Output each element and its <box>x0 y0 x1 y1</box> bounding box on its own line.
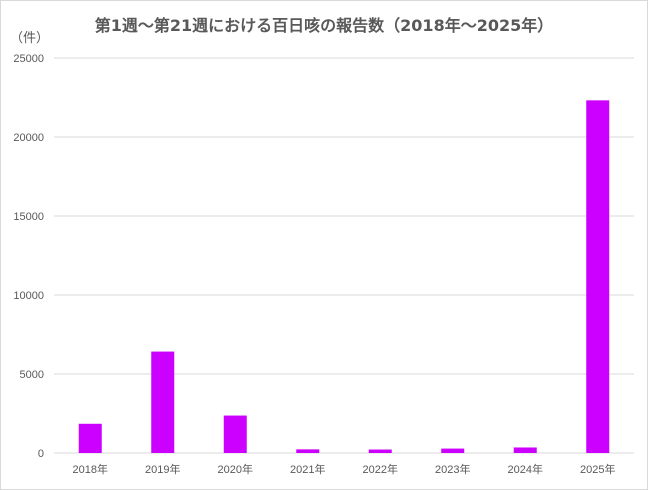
bar-2018年 <box>78 423 102 453</box>
y-tick-label: 20000 <box>13 132 44 144</box>
gridlines <box>54 57 634 454</box>
bars <box>78 100 610 454</box>
x-tick-label: 2021年 <box>290 462 325 476</box>
x-tick-label: 2022年 <box>363 462 398 476</box>
y-unit-label: （件） <box>10 31 50 46</box>
x-tick-label: 2024年 <box>508 462 543 476</box>
bar-2021年 <box>296 449 320 453</box>
chart-title: 第1週～第21週における百日咳の報告数（2018年～2025年） <box>94 16 554 35</box>
y-tick-label: 15000 <box>13 211 44 223</box>
x-tick-label: 2019年 <box>145 462 180 476</box>
x-tick-label: 2025年 <box>580 462 615 476</box>
bar-2019年 <box>151 351 175 453</box>
y-tick-label: 25000 <box>13 53 44 65</box>
x-tick-label: 2018年 <box>73 462 108 476</box>
bar-2022年 <box>368 449 392 453</box>
y-tick-label: 10000 <box>13 290 44 302</box>
x-axis-ticks: 2018年 2019年 2020年 2021年 2022年 2023年 2024年 2025年 <box>73 462 616 476</box>
bar-2025年 <box>586 100 610 454</box>
x-tick-label: 2023年 <box>435 462 470 476</box>
bar-2023年 <box>441 448 465 453</box>
bar-2024年 <box>513 447 537 453</box>
y-axis-ticks: 0 5000 10000 15000 20000 25000 <box>13 53 44 460</box>
bar-2020年 <box>223 415 247 453</box>
x-tick-label: 2020年 <box>218 462 253 476</box>
y-tick-label: 5000 <box>20 369 44 381</box>
y-tick-label: 0 <box>38 448 44 460</box>
